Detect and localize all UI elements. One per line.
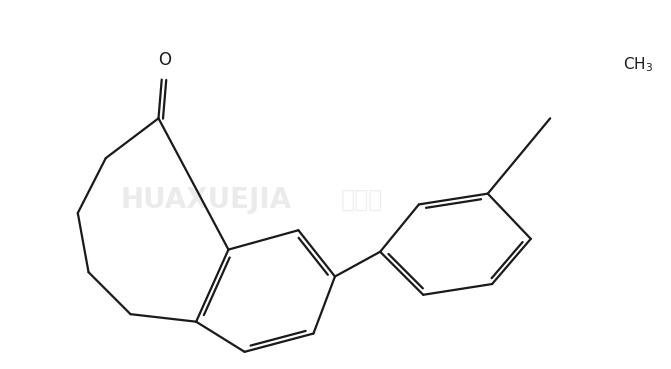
Text: HUAXUEJIA: HUAXUEJIA <box>120 186 291 214</box>
Text: O: O <box>158 51 172 69</box>
Text: 化学加: 化学加 <box>341 188 383 212</box>
Text: CH$_3$: CH$_3$ <box>623 55 654 74</box>
